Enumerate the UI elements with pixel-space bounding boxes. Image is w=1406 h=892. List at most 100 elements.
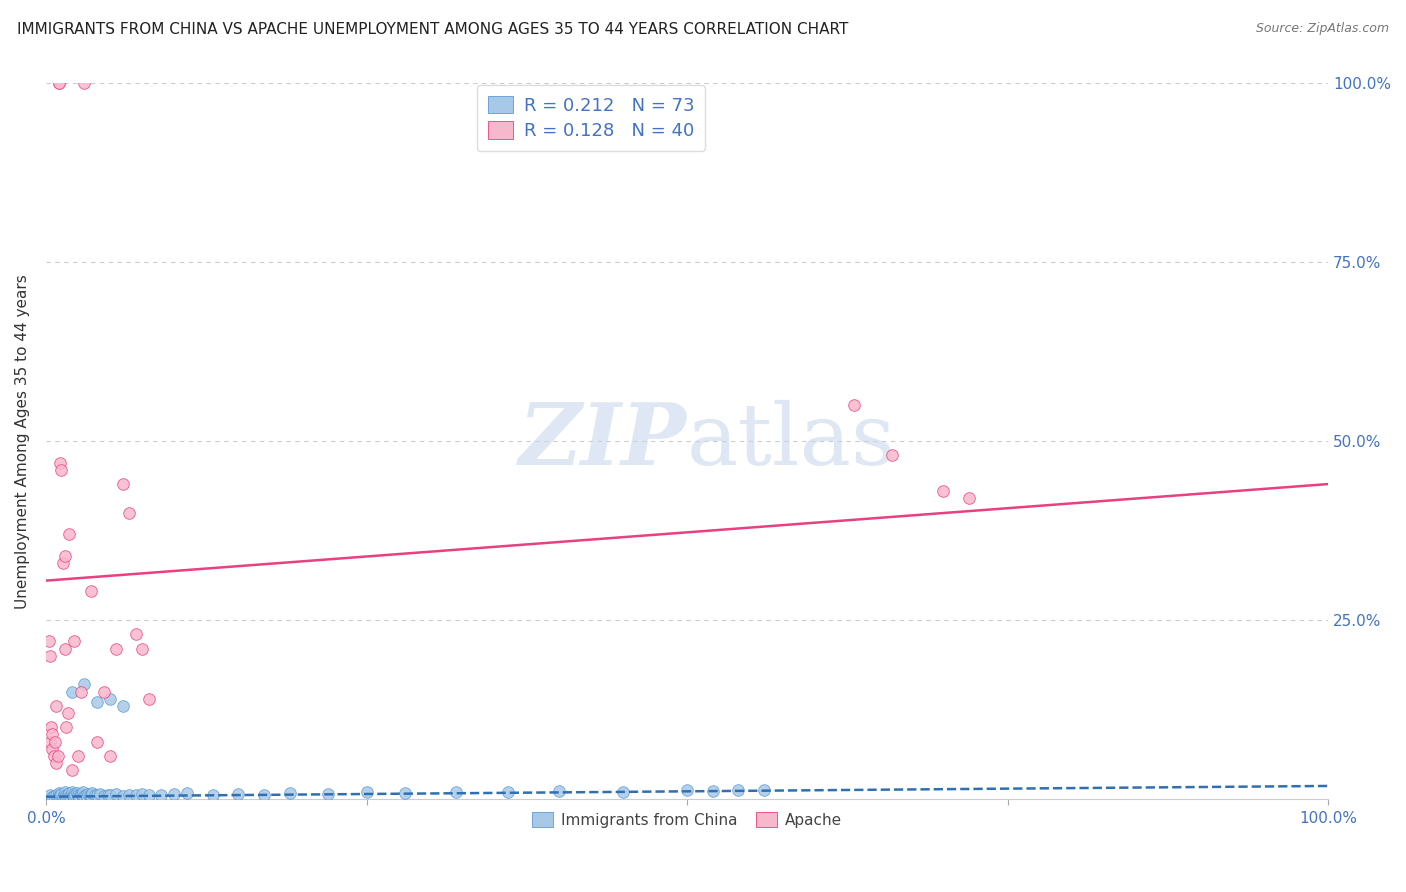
Point bbox=[48, 77, 70, 91]
Point bbox=[51, 463, 73, 477]
Point bbox=[76, 789, 98, 804]
Point bbox=[38, 648, 60, 663]
Point bbox=[51, 787, 73, 801]
Point bbox=[676, 783, 699, 797]
Point bbox=[52, 556, 75, 570]
Point bbox=[131, 641, 153, 656]
Point bbox=[55, 789, 77, 803]
Point bbox=[45, 756, 67, 770]
Point bbox=[63, 634, 86, 648]
Point bbox=[105, 641, 128, 656]
Point bbox=[41, 789, 63, 804]
Point bbox=[752, 783, 775, 797]
Point bbox=[60, 763, 83, 777]
Point bbox=[138, 691, 160, 706]
Point bbox=[65, 789, 87, 803]
Point bbox=[79, 789, 101, 803]
Point bbox=[278, 786, 301, 800]
Y-axis label: Unemployment Among Ages 35 to 44 years: Unemployment Among Ages 35 to 44 years bbox=[15, 274, 30, 608]
Point bbox=[69, 684, 91, 698]
Point bbox=[125, 789, 148, 803]
Point bbox=[131, 787, 153, 801]
Point bbox=[59, 789, 82, 803]
Point bbox=[226, 787, 249, 801]
Point bbox=[882, 449, 904, 463]
Point bbox=[41, 741, 63, 756]
Point bbox=[446, 785, 468, 799]
Point bbox=[49, 789, 72, 803]
Point bbox=[98, 789, 121, 803]
Point bbox=[86, 734, 108, 748]
Point bbox=[496, 785, 519, 799]
Point bbox=[48, 77, 70, 91]
Point bbox=[612, 785, 634, 799]
Point bbox=[957, 491, 980, 506]
Point bbox=[45, 698, 67, 713]
Point bbox=[44, 734, 66, 748]
Point bbox=[77, 787, 100, 801]
Point bbox=[63, 789, 86, 804]
Point bbox=[111, 698, 134, 713]
Point bbox=[49, 456, 72, 470]
Point bbox=[60, 788, 83, 802]
Point bbox=[82, 786, 104, 800]
Point bbox=[96, 788, 118, 802]
Point bbox=[150, 789, 173, 803]
Point bbox=[52, 789, 75, 804]
Point bbox=[66, 748, 89, 763]
Point bbox=[73, 77, 96, 91]
Point bbox=[60, 684, 83, 698]
Point bbox=[46, 748, 69, 763]
Point bbox=[58, 789, 80, 804]
Point bbox=[163, 787, 186, 801]
Point bbox=[69, 787, 91, 801]
Point bbox=[66, 789, 89, 803]
Point bbox=[138, 788, 160, 802]
Point bbox=[53, 641, 76, 656]
Point bbox=[72, 785, 94, 799]
Point bbox=[56, 787, 79, 801]
Point bbox=[89, 787, 111, 801]
Point bbox=[42, 789, 65, 803]
Point bbox=[66, 786, 89, 800]
Point bbox=[93, 684, 115, 698]
Point bbox=[53, 789, 76, 803]
Point bbox=[48, 786, 70, 800]
Point bbox=[41, 727, 63, 741]
Point bbox=[39, 720, 62, 734]
Point bbox=[176, 786, 198, 800]
Point bbox=[105, 787, 128, 801]
Point bbox=[60, 785, 83, 799]
Point bbox=[111, 789, 134, 803]
Point bbox=[702, 784, 724, 798]
Text: atlas: atlas bbox=[688, 400, 896, 483]
Point bbox=[547, 784, 569, 798]
Point bbox=[98, 691, 121, 706]
Point bbox=[118, 788, 141, 802]
Point bbox=[83, 788, 105, 802]
Point bbox=[56, 706, 79, 720]
Point bbox=[86, 695, 108, 709]
Text: ZIP: ZIP bbox=[519, 400, 688, 483]
Point bbox=[394, 786, 416, 800]
Point bbox=[727, 782, 749, 797]
Point bbox=[118, 506, 141, 520]
Point bbox=[38, 789, 60, 803]
Point bbox=[70, 789, 93, 803]
Point bbox=[201, 788, 224, 802]
Point bbox=[46, 789, 69, 804]
Text: IMMIGRANTS FROM CHINA VS APACHE UNEMPLOYMENT AMONG AGES 35 TO 44 YEARS CORRELATI: IMMIGRANTS FROM CHINA VS APACHE UNEMPLOY… bbox=[17, 22, 848, 37]
Point bbox=[55, 720, 77, 734]
Point bbox=[98, 748, 121, 763]
Point bbox=[63, 787, 86, 801]
Point bbox=[253, 788, 276, 802]
Point bbox=[75, 788, 97, 802]
Point bbox=[62, 789, 84, 803]
Point bbox=[38, 634, 60, 648]
Point bbox=[66, 788, 89, 802]
Point bbox=[38, 734, 60, 748]
Point bbox=[48, 789, 70, 803]
Point bbox=[53, 785, 76, 799]
Point bbox=[58, 786, 80, 800]
Point bbox=[73, 789, 96, 803]
